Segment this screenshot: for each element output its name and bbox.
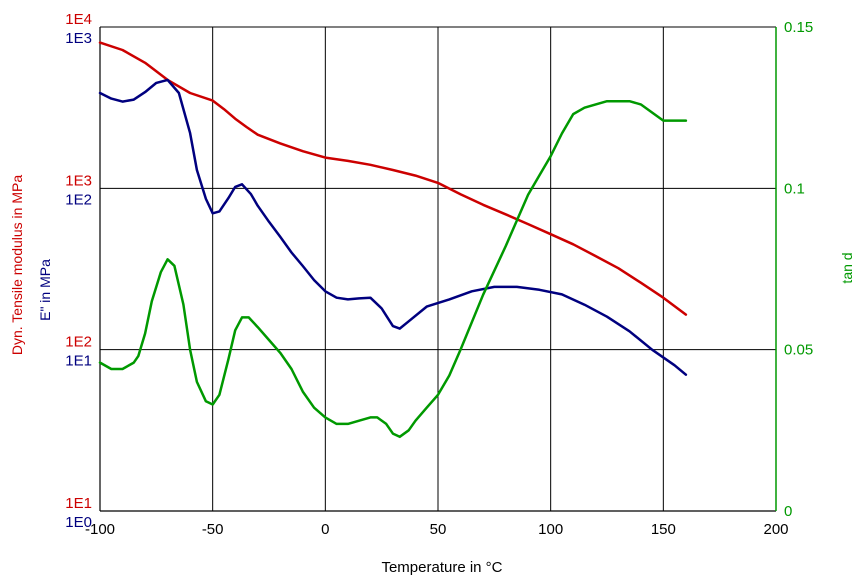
y-right-tick-tand: 0 [784, 503, 792, 520]
x-tick-label: 150 [651, 521, 676, 538]
series-layer [98, 41, 688, 439]
y-right-tick-tand: 0.05 [784, 342, 813, 359]
y-left-tick-modulus: 1E2 [65, 334, 92, 351]
y-left-tick-loss: 1E3 [65, 30, 92, 47]
x-tick-label: -50 [202, 521, 224, 538]
y-axis-label-loss: E" in MPa [37, 259, 53, 321]
y-left-tick-loss: 1E2 [65, 191, 92, 208]
x-axis-label: Temperature in °C [381, 559, 502, 576]
series-line-modulus [98, 41, 688, 316]
y-left-tick-loss: 1E0 [65, 514, 92, 531]
y-axis-label-modulus: Dyn. Tensile modulus in MPa [9, 175, 25, 355]
x-tick-label: 50 [430, 521, 447, 538]
y-right-tick-tand: 0.1 [784, 180, 805, 197]
y-left-tick-loss: 1E1 [65, 353, 92, 370]
x-tick-label: 0 [321, 521, 329, 538]
x-tick-label: 100 [538, 521, 563, 538]
grid [99, 26, 777, 512]
x-tick-label: 200 [763, 521, 788, 538]
y-left-tick-modulus: 1E3 [65, 172, 92, 189]
y-left-tick-modulus: 1E4 [65, 11, 92, 28]
y-axis-label-tand: tan d [839, 252, 855, 283]
y-right-tick-tand: 0.15 [784, 19, 813, 36]
y-left-tick-modulus: 1E1 [65, 495, 92, 512]
series-line-loss [98, 78, 688, 376]
x-tick-label: -100 [85, 521, 115, 538]
tick-labels: -100 -50 0 50 100 150 200 1E1 1E2 1E3 1E4 1E0 1E1 1E2… [65, 11, 813, 538]
series-line-tand [98, 99, 688, 439]
